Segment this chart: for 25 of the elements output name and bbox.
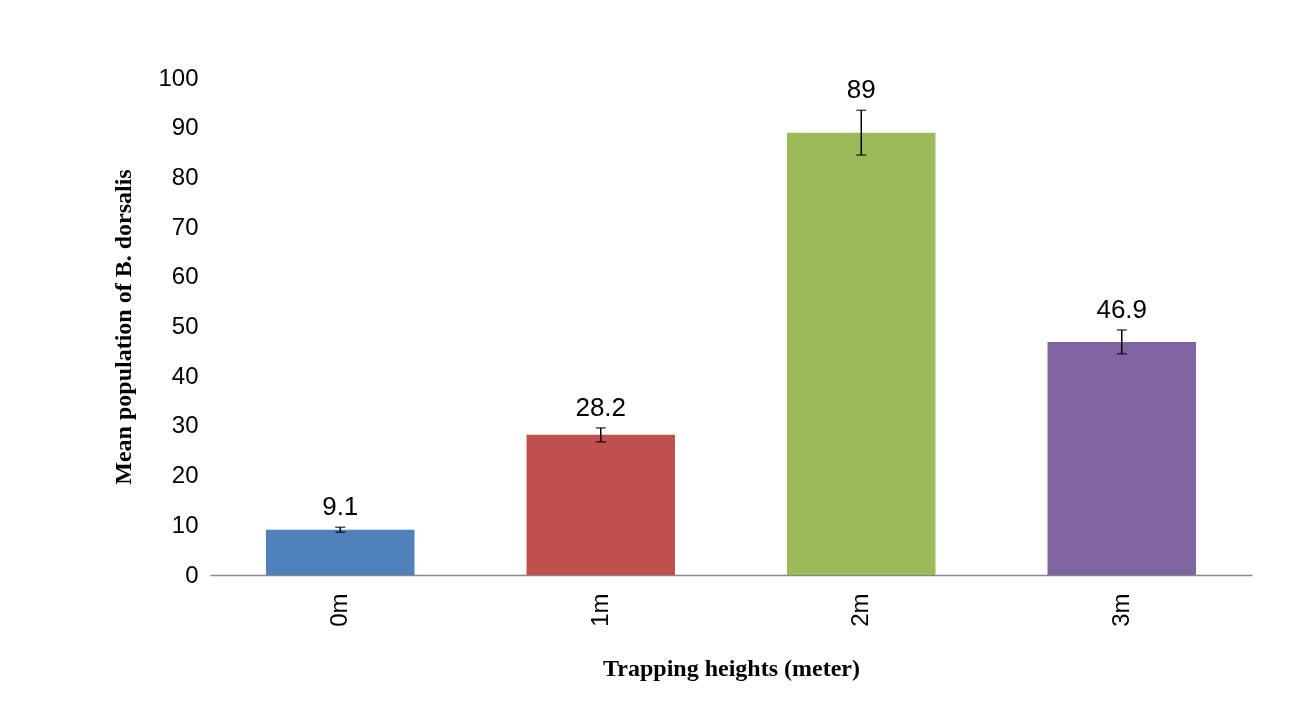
bar: [266, 529, 415, 575]
x-axis-title: Trapping heights (meter): [603, 654, 860, 681]
x-tick-label: 0m: [325, 593, 353, 627]
y-tick-label: 30: [171, 411, 199, 439]
y-tick-label: 50: [171, 312, 199, 339]
y-tick-label: 80: [171, 162, 199, 190]
x-tick-label: 1m: [585, 593, 613, 627]
y-axis-title: Mean population of B. dorsalis: [110, 169, 137, 485]
x-tick-label: 2m: [846, 593, 874, 627]
y-tick-label: 60: [171, 262, 199, 290]
data-label: 89: [846, 74, 876, 105]
data-label: 46.9: [1096, 293, 1148, 324]
y-tick-label: 20: [171, 461, 199, 489]
bar: [1047, 341, 1196, 575]
y-tick-label: 90: [171, 113, 199, 141]
y-tick-label: 70: [171, 212, 199, 240]
x-tick-label: 3m: [1106, 593, 1134, 627]
bar: [787, 132, 936, 575]
data-label: 28.2: [575, 391, 627, 422]
y-tick-label: 10: [171, 510, 199, 538]
y-tick-label: 100: [158, 63, 199, 91]
y-tick-label: 40: [171, 361, 199, 389]
y-tick-label: 0: [185, 560, 199, 588]
bar: [526, 434, 675, 575]
data-label: 9.1: [322, 491, 359, 522]
